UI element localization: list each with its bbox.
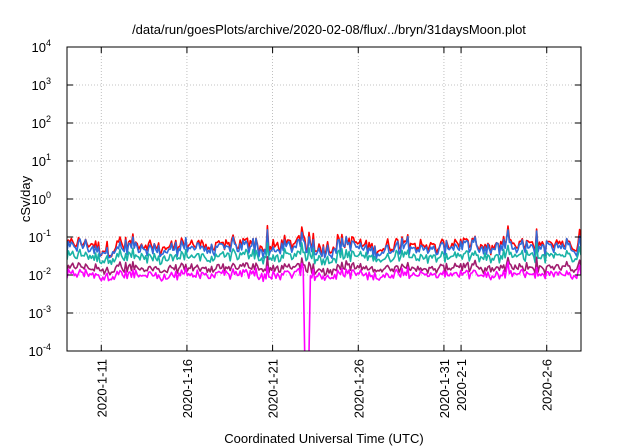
y-tick-label: 100 (32, 190, 51, 207)
y-tick-label: 10-1 (29, 228, 51, 245)
y-tick-base: 10 (32, 78, 46, 93)
y-tick-base: 10 (29, 344, 43, 359)
y-tick-exponent: -4 (43, 342, 51, 352)
y-tick-base: 10 (32, 154, 46, 169)
grid-lines (67, 47, 581, 351)
y-tick-label: 10-4 (29, 342, 51, 359)
y-tick-label: 103 (32, 76, 51, 93)
chart-title: /data/run/goesPlots/archive/2020-02-08/f… (132, 22, 526, 37)
x-axis-label: Coordinated Universal Time (UTC) (224, 431, 423, 446)
x-tick-label: 2020-2-6 (540, 359, 555, 411)
y-tick-label: 102 (32, 114, 51, 131)
y-tick-exponent: -2 (43, 266, 51, 276)
x-tick-label: 2020-1-21 (266, 359, 281, 418)
y-tick-exponent: -1 (43, 228, 51, 238)
series-group (67, 224, 581, 351)
y-tick-base: 10 (29, 230, 43, 245)
y-tick-exponent: 3 (46, 76, 51, 86)
x-tick-label: 2020-2-1 (454, 359, 469, 411)
plot-frame (66, 46, 582, 352)
x-tick-label: 2020-1-11 (94, 359, 109, 417)
y-tick-base: 10 (29, 268, 43, 283)
y-tick-base: 10 (29, 306, 43, 321)
x-tick-label: 2020-1-16 (180, 359, 195, 418)
series-line (67, 261, 581, 351)
y-tick-exponent: 0 (46, 190, 51, 200)
y-tick-label: 10-3 (29, 304, 51, 321)
y-tick-base: 10 (32, 192, 46, 207)
series-line (67, 256, 581, 277)
y-tick-base: 10 (32, 40, 46, 55)
y-tick-exponent: 4 (46, 38, 51, 48)
y-axis-label: cSv/day (18, 175, 33, 222)
y-tick-exponent: 1 (46, 152, 51, 162)
x-tick-label: 2020-1-31 (437, 359, 452, 418)
x-axis: 2020-1-11 2020-1-16 2020-1-21 2020-1-26 2020… (94, 47, 555, 418)
y-tick-base: 10 (32, 116, 46, 131)
y-tick-label: 101 (32, 152, 51, 169)
y-tick-label: 10-2 (29, 266, 51, 283)
y-tick-label: 104 (32, 38, 51, 55)
series-line (67, 242, 581, 266)
y-tick-exponent: 2 (46, 114, 51, 124)
series-line (67, 229, 581, 260)
y-tick-exponent: -3 (43, 304, 51, 314)
x-tick-label: 2020-1-26 (351, 359, 366, 418)
